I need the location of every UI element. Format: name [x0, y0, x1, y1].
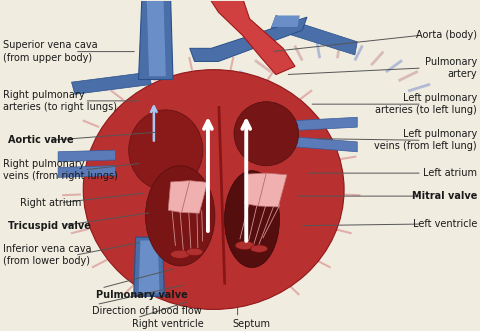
Polygon shape — [181, 181, 207, 213]
Text: Right pulmonary
veins (from right lungs): Right pulmonary veins (from right lungs) — [3, 159, 118, 181]
Text: Right ventricle: Right ventricle — [132, 319, 204, 329]
Ellipse shape — [83, 70, 344, 309]
Text: Left ventricle: Left ventricle — [412, 219, 477, 229]
Text: Right atrium: Right atrium — [20, 198, 81, 208]
Polygon shape — [271, 16, 300, 27]
Text: Septum: Septum — [233, 319, 271, 329]
Ellipse shape — [129, 110, 203, 190]
Text: Superior vena cava
(from upper body): Superior vena cava (from upper body) — [3, 40, 98, 63]
Text: Left pulmonary
veins (from left lung): Left pulmonary veins (from left lung) — [374, 129, 477, 152]
Text: Tricuspid valve: Tricuspid valve — [8, 221, 91, 231]
Polygon shape — [134, 237, 164, 296]
Text: Left pulmonary
arteries (to left lung): Left pulmonary arteries (to left lung) — [375, 93, 477, 115]
Ellipse shape — [186, 248, 203, 256]
Polygon shape — [139, 240, 159, 293]
Text: Mitral valve: Mitral valve — [411, 191, 477, 201]
Text: Pulmonary
artery: Pulmonary artery — [425, 57, 477, 79]
Polygon shape — [295, 117, 357, 130]
Ellipse shape — [235, 241, 254, 250]
Polygon shape — [209, 0, 295, 74]
Text: Right pulmonary
arteries (to right lungs): Right pulmonary arteries (to right lungs… — [3, 90, 117, 112]
Text: Inferior vena cava
(from lower body): Inferior vena cava (from lower body) — [3, 244, 92, 266]
Polygon shape — [258, 173, 287, 207]
Polygon shape — [245, 173, 266, 206]
Polygon shape — [58, 150, 116, 162]
Polygon shape — [295, 137, 357, 152]
Polygon shape — [58, 166, 116, 177]
Polygon shape — [139, 0, 173, 79]
Ellipse shape — [145, 166, 215, 266]
Text: Direction of blood flow: Direction of blood flow — [92, 306, 202, 316]
Polygon shape — [147, 0, 166, 76]
Polygon shape — [72, 72, 152, 94]
Text: Aortic valve: Aortic valve — [8, 135, 73, 145]
Polygon shape — [168, 181, 190, 213]
Text: Aorta (body): Aorta (body) — [416, 30, 477, 40]
Polygon shape — [271, 16, 357, 55]
Ellipse shape — [234, 102, 299, 166]
Text: Left atrium: Left atrium — [423, 168, 477, 178]
Ellipse shape — [225, 171, 279, 267]
Ellipse shape — [170, 250, 190, 259]
Polygon shape — [190, 17, 307, 62]
Text: Pulmonary valve: Pulmonary valve — [96, 290, 188, 300]
Ellipse shape — [251, 245, 267, 252]
